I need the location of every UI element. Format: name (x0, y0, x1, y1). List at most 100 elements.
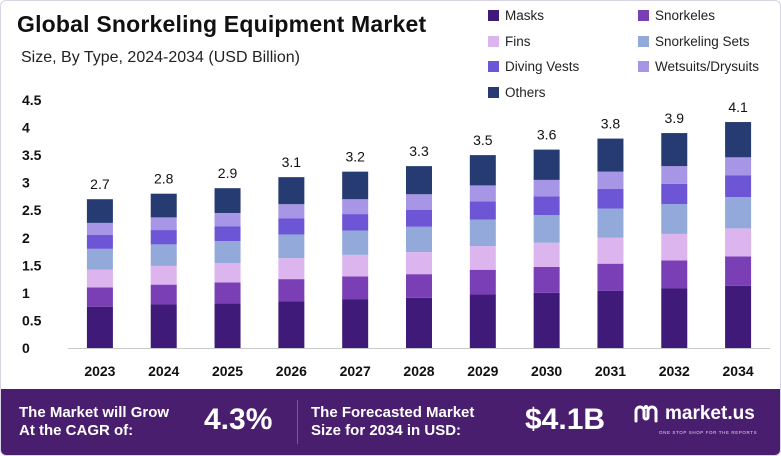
bar-total-label: 3.8 (601, 116, 621, 132)
bar-segment (469, 219, 496, 247)
legend-label: Wetsuits/Drysuits (655, 59, 760, 74)
x-tick-label: 2029 (467, 363, 498, 379)
bar-total-label: 3.1 (282, 154, 302, 170)
bar-total-label: 2.8 (154, 171, 174, 187)
legend-item-diving-vests: Diving Vests (488, 59, 579, 74)
legend-swatch (488, 10, 499, 21)
legend-swatch (638, 10, 649, 21)
bar-segment (406, 194, 432, 210)
bar-segment (661, 166, 688, 184)
bar-segment (214, 241, 241, 264)
brand-name: market.us (665, 403, 755, 424)
y-tick-label: 4 (22, 120, 30, 136)
bar-segment (597, 188, 624, 209)
bar-segment (597, 208, 624, 238)
bar-segment (533, 266, 560, 293)
x-tick-label: 2028 (403, 363, 434, 379)
bar-segment (597, 290, 624, 348)
bar-segment (150, 284, 177, 305)
bar-segment (214, 226, 241, 242)
x-tick-label: 2023 (84, 363, 115, 379)
bar-segment (150, 244, 177, 266)
bar-segment (278, 177, 305, 205)
bar-segment (469, 246, 496, 270)
x-tick-label: 2026 (276, 363, 307, 379)
x-tick-label: 2025 (212, 363, 243, 379)
legend-swatch (638, 61, 649, 72)
legend-item-others: Others (488, 85, 546, 100)
bar-total-label: 3.3 (409, 143, 429, 159)
bar-total-label: 3.9 (665, 110, 685, 126)
bar-total-label: 3.6 (537, 127, 557, 143)
bar-segment (725, 175, 752, 197)
cagr-label-line2: At the CAGR of: (19, 422, 134, 439)
bar-segment (661, 204, 688, 234)
bar-segment (150, 265, 177, 285)
bar-segment (533, 242, 560, 267)
cagr-label-line1: The Market will Grow (19, 404, 170, 421)
bar-segment (342, 299, 369, 348)
bar-segment (725, 285, 752, 348)
bar-segment (86, 222, 113, 236)
legend-item-snorkeling-sets: Snorkeling Sets (638, 34, 750, 49)
legend-item-fins: Fins (488, 34, 531, 49)
bar-segment (150, 230, 177, 245)
bar-segment (86, 235, 113, 249)
x-tick-label: 2031 (595, 363, 626, 379)
bar-segment (150, 304, 177, 348)
bar-segment (725, 256, 752, 286)
bar-segment (86, 306, 113, 348)
bar-segment (214, 282, 241, 304)
y-tick-label: 3 (22, 175, 30, 191)
brand-tagline: ONE STOP SHOP FOR THE REPORTS (659, 430, 758, 435)
bar-segment (533, 149, 560, 180)
bar-segment (533, 292, 560, 348)
y-tick-label: 1.5 (22, 257, 42, 273)
bar-segment (278, 204, 305, 219)
x-tick-label: 2024 (148, 363, 179, 379)
bar-segment (661, 183, 688, 205)
forecast-label-line1: The Forecasted Market (311, 404, 475, 421)
legend-label: Snorkeles (655, 8, 716, 23)
y-tick-label: 2 (22, 230, 30, 246)
bar-segment (214, 263, 241, 283)
legend-item-masks: Masks (488, 8, 544, 23)
bar-total-label: 2.7 (90, 176, 110, 192)
y-tick-label: 4.5 (22, 92, 42, 108)
bar-segment (469, 185, 496, 202)
bar-segment (725, 228, 752, 257)
bar-segment (597, 138, 624, 172)
legend-label: Snorkeling Sets (655, 34, 750, 49)
bar-segment (661, 133, 688, 167)
bar-segment (342, 199, 369, 215)
cagr-value: 4.3% (204, 403, 273, 436)
brand-logo: market.us (633, 403, 755, 425)
bar-segment (86, 248, 113, 270)
x-tick-label: 2030 (531, 363, 562, 379)
y-tick-label: 0.5 (22, 312, 42, 328)
bar-segment (597, 237, 624, 264)
x-tick-label: 2032 (659, 363, 690, 379)
legend-item-snorkeles: Snorkeles (638, 8, 715, 23)
bar-segment (150, 217, 177, 231)
bar-segment (150, 193, 177, 218)
bar-segment (342, 171, 369, 200)
bar-segment (406, 226, 432, 253)
bar-segment (278, 234, 305, 259)
legend-swatch (488, 87, 499, 98)
bar-segment (469, 201, 496, 220)
bar-segment (469, 269, 496, 295)
bar-segment (469, 294, 496, 348)
bar-segment (278, 279, 305, 302)
x-tick-label: 2027 (340, 363, 371, 379)
bar-total-label: 2.9 (218, 165, 238, 181)
legend-label: Diving Vests (505, 59, 580, 74)
legend-swatch (638, 36, 649, 47)
y-tick-label: 1 (22, 285, 30, 301)
y-tick-label: 0 (22, 340, 30, 356)
market-us-logo-icon (634, 405, 658, 423)
bar-segment (278, 218, 305, 235)
bar-segment (406, 274, 432, 298)
bar-segment (469, 155, 496, 186)
bar-segment (406, 252, 432, 275)
